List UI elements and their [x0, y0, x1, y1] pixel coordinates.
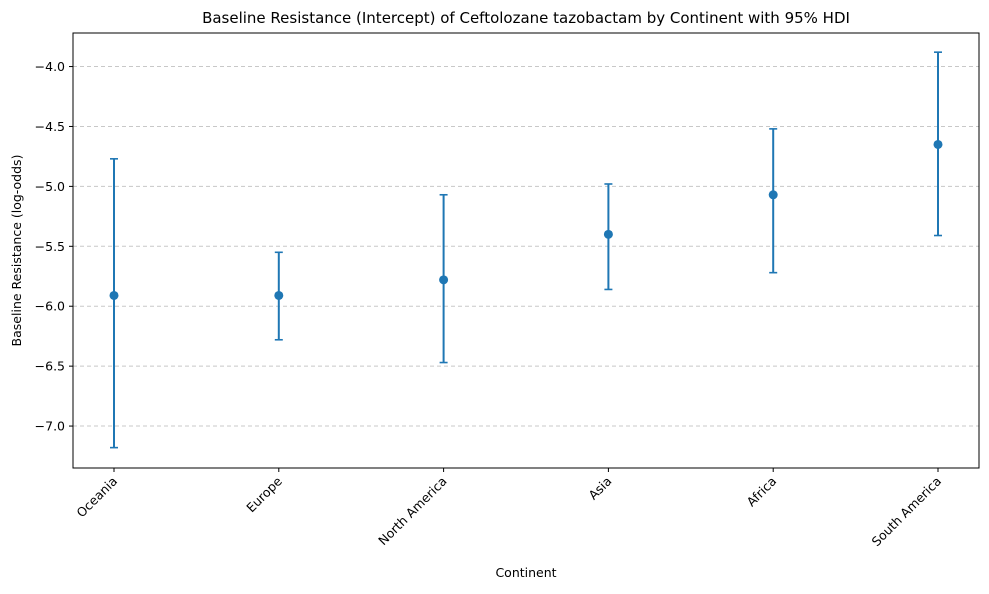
chart-title: Baseline Resistance (Intercept) of Cefto… [202, 9, 850, 27]
y-tick-label: −6.5 [35, 359, 65, 374]
y-axis-ticks: −7.0 −6.5 −6.0 −5.5 −5.0 −4.5 −4.0 [35, 59, 73, 434]
data-points [109, 139, 943, 300]
y-tick-label: −7.0 [35, 419, 65, 434]
y-tick-label: −5.5 [35, 239, 65, 254]
plot-frame [72, 32, 980, 469]
data-point [274, 290, 284, 300]
data-point [768, 190, 778, 200]
x-axis-label: Continent [495, 565, 556, 580]
y-axis-label: Baseline Resistance (log-odds) [9, 155, 24, 347]
data-point [109, 290, 119, 300]
y-tick-label: −4.5 [35, 119, 65, 134]
data-point [933, 139, 943, 149]
y-tick-label: −6.0 [35, 299, 65, 314]
y-tick-label: −5.0 [35, 179, 65, 194]
data-point [603, 229, 613, 239]
y-tick-label: −4.0 [35, 59, 65, 74]
grid-lines [73, 66, 979, 427]
data-point [439, 275, 449, 285]
error-bars [110, 51, 942, 449]
